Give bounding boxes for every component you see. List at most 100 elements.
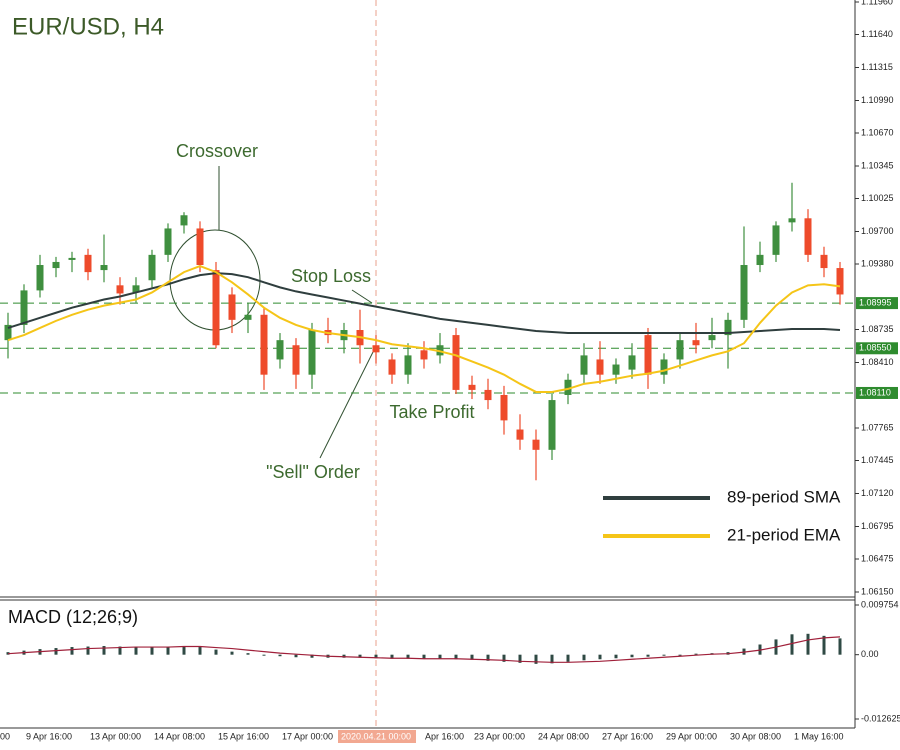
y-tick-label: 1.06150 <box>861 586 894 596</box>
x-tick-label: 00 <box>0 731 10 741</box>
y-tick-label: 1.11640 <box>861 29 893 39</box>
macd-bar <box>374 654 378 659</box>
x-tick-label: 13 Apr 00:00 <box>90 731 141 741</box>
candle-body <box>596 359 604 375</box>
candle-body <box>468 384 476 390</box>
x-tick-label: Apr 16:00 <box>425 731 464 741</box>
macd-bar <box>182 646 186 655</box>
candle-body <box>196 228 204 266</box>
y-tick-label: 1.06475 <box>861 553 894 563</box>
macd-bar <box>582 654 586 661</box>
macd-bar <box>294 654 298 658</box>
candle-body <box>164 228 172 255</box>
candle-body <box>148 254 156 281</box>
y-tick-label: 1.11960 <box>861 0 893 6</box>
candle-body <box>532 439 540 450</box>
y-tick-label: 1.07765 <box>861 422 894 432</box>
macd-bar <box>70 647 74 655</box>
macd-bar <box>566 654 570 662</box>
candle-body <box>564 379 572 395</box>
legend-label: 89-period SMA <box>727 487 841 506</box>
candle-body <box>708 335 716 341</box>
macd-bar <box>534 654 538 664</box>
y-tick-label: 1.10345 <box>861 160 894 170</box>
x-tick-label: 2020.04.21 00:00 <box>341 731 411 741</box>
macd-bar <box>838 638 842 655</box>
macd-bar <box>358 654 362 658</box>
indicator-line <box>7 264 841 393</box>
cursor-time-box <box>338 730 416 743</box>
y-tick-label: 1.10990 <box>861 95 894 105</box>
candle-body <box>724 319 732 336</box>
candle-body <box>276 340 284 360</box>
candle-body <box>516 429 524 440</box>
level-label: 1.08110 <box>859 387 891 397</box>
candle-body <box>740 265 748 320</box>
macd-bar <box>790 634 794 655</box>
macd-bar <box>166 646 170 655</box>
macd-bar <box>246 653 250 655</box>
candle-body <box>260 314 268 375</box>
macd-bar <box>598 654 602 660</box>
candle-body <box>404 355 412 375</box>
x-tick-label: 14 Apr 08:00 <box>154 731 205 741</box>
macd-bar <box>822 635 826 655</box>
macd-bar <box>502 654 506 662</box>
y-tick-label: 1.08410 <box>861 357 894 367</box>
macd-bar <box>694 653 698 655</box>
macd-bar <box>310 654 314 658</box>
candle-body <box>452 335 460 390</box>
annotation: "Sell" Order <box>266 462 360 482</box>
candle-body <box>308 330 316 375</box>
macd-title: MACD (12;26;9) <box>8 607 138 627</box>
candle-body <box>212 270 220 346</box>
level-label-box <box>856 342 898 355</box>
macd-bar <box>646 654 650 657</box>
macd-bar <box>262 654 266 656</box>
candle-body <box>676 340 684 360</box>
candle-body <box>132 285 140 293</box>
candle-body <box>820 254 828 269</box>
macd-bar <box>422 654 426 659</box>
macd-bar <box>806 633 810 655</box>
y-tick-label: 1.08735 <box>861 324 894 334</box>
macd-bar <box>470 654 474 660</box>
macd-bar <box>86 646 90 655</box>
macd-bar <box>678 654 682 656</box>
y-tick-label: 0.00 <box>861 649 879 659</box>
legend-label: 21-period EMA <box>727 525 841 544</box>
level-label-box <box>856 297 898 310</box>
macd-bar <box>454 654 458 660</box>
macd-bar <box>230 651 234 655</box>
y-tick-label: 1.06795 <box>861 521 894 531</box>
level-label: 1.08995 <box>859 297 892 307</box>
macd-bar <box>486 654 490 661</box>
signal-line <box>7 636 841 663</box>
candle-body <box>20 290 28 325</box>
macd-bar <box>662 654 666 656</box>
candle-body <box>644 335 652 375</box>
x-tick-label: 1 May 16:00 <box>794 731 844 741</box>
level-label: 1.08550 <box>859 343 892 353</box>
x-tick-label: 17 Apr 00:00 <box>282 731 333 741</box>
candle-body <box>228 294 236 320</box>
candle-body <box>116 285 124 294</box>
macd-bar <box>214 649 218 655</box>
macd-bar <box>518 654 522 663</box>
candle-body <box>836 268 844 295</box>
x-tick-label: 27 Apr 16:00 <box>602 731 653 741</box>
candle-body <box>180 215 188 226</box>
candle-body <box>612 364 620 375</box>
y-tick-label: 1.10670 <box>861 127 894 137</box>
x-tick-label: 30 Apr 08:00 <box>730 731 781 741</box>
y-tick-label: 1.10025 <box>861 193 894 203</box>
candle-body <box>4 324 12 341</box>
annotation: Stop Loss <box>291 266 371 286</box>
candle-body <box>500 394 508 421</box>
macd-bar <box>550 654 554 664</box>
macd-bar <box>102 646 106 655</box>
candle-body <box>692 340 700 346</box>
x-tick-label: 23 Apr 00:00 <box>474 731 525 741</box>
